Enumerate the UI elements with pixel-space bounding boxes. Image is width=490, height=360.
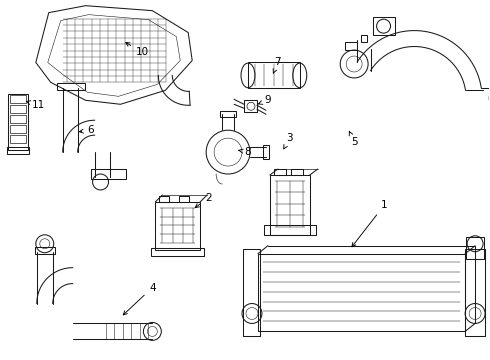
Text: 11: 11 — [26, 100, 46, 110]
Bar — [155, 202, 200, 250]
Text: 5: 5 — [349, 131, 358, 147]
Bar — [263, 145, 269, 159]
Bar — [291, 169, 303, 175]
Bar — [264, 225, 316, 235]
Bar — [243, 249, 260, 336]
Text: 7: 7 — [273, 58, 281, 73]
Text: 1: 1 — [352, 200, 388, 247]
Text: 9: 9 — [259, 95, 271, 105]
Bar — [10, 115, 26, 123]
Bar — [10, 95, 26, 103]
Text: 2: 2 — [195, 193, 212, 208]
Text: 6: 6 — [79, 125, 94, 135]
Bar — [258, 254, 465, 332]
Bar — [151, 248, 204, 256]
Bar — [10, 135, 26, 143]
Bar — [345, 42, 357, 50]
Bar — [244, 100, 257, 112]
Bar — [274, 169, 286, 175]
Bar — [179, 196, 189, 202]
Bar — [159, 196, 169, 202]
Bar — [10, 105, 26, 113]
Bar — [10, 125, 26, 133]
Text: 8: 8 — [239, 147, 251, 157]
Bar — [91, 169, 126, 179]
Bar — [220, 111, 236, 117]
Text: 4: 4 — [123, 283, 156, 315]
Text: 3: 3 — [284, 133, 293, 149]
Bar — [35, 247, 55, 254]
Bar — [248, 62, 300, 88]
Bar — [57, 84, 85, 90]
Bar — [8, 94, 28, 150]
Bar — [270, 175, 310, 235]
Bar — [361, 35, 367, 42]
Bar — [465, 249, 485, 336]
Text: 10: 10 — [126, 42, 149, 58]
Bar — [7, 147, 29, 154]
Bar — [372, 17, 394, 35]
Bar — [466, 237, 484, 259]
